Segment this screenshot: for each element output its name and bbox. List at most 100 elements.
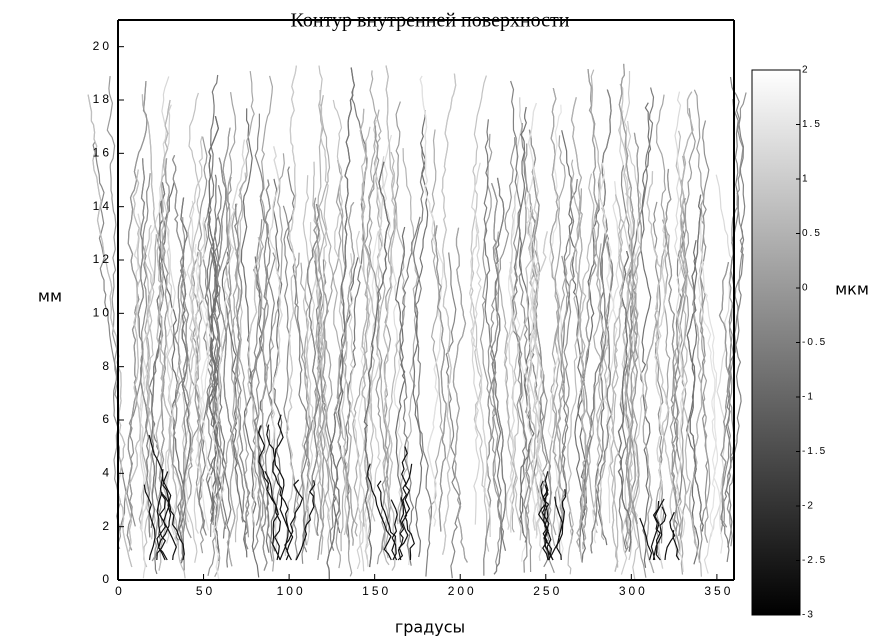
contour-line xyxy=(348,253,365,572)
contour-line xyxy=(284,479,304,561)
x-tick-label: 150 xyxy=(362,584,391,598)
contour-line xyxy=(92,141,127,531)
contour-line xyxy=(646,171,679,557)
contour-line xyxy=(428,129,444,524)
contour-line xyxy=(367,463,392,561)
colorbar-tick-label: 1 xyxy=(802,174,810,185)
contour-line xyxy=(547,104,564,559)
y-tick-label: 16 xyxy=(93,146,112,160)
contour-line xyxy=(363,161,390,568)
y-tick-label: 20 xyxy=(93,39,112,53)
colorbar-tick-label: -0.5 xyxy=(802,337,827,348)
contour-line xyxy=(434,225,447,532)
contour-line xyxy=(698,210,724,554)
contour-line xyxy=(483,183,500,576)
contour-line xyxy=(652,500,661,561)
contour-line xyxy=(390,499,398,561)
contour-line xyxy=(719,194,744,535)
contour-line xyxy=(295,480,316,561)
contour-line xyxy=(471,162,482,525)
contour-line xyxy=(554,496,564,561)
colorbar-tick-label: -1 xyxy=(802,392,815,403)
contour-line xyxy=(143,245,156,540)
contour-line xyxy=(179,264,190,571)
contour-line xyxy=(528,167,541,531)
contour-line xyxy=(335,185,353,577)
y-tick-label: 18 xyxy=(93,92,112,106)
contour-line xyxy=(193,220,206,534)
contour-line xyxy=(284,65,297,556)
colorbar-tick-label: 2 xyxy=(802,65,810,76)
contour-line xyxy=(376,480,398,561)
contour-line xyxy=(141,94,168,571)
contour-line xyxy=(452,227,468,563)
contour-line xyxy=(540,480,552,561)
contour-line xyxy=(356,156,385,570)
contour-line xyxy=(158,471,172,561)
contour-line xyxy=(208,252,222,562)
contour-line xyxy=(306,203,321,536)
contour-line xyxy=(541,471,550,561)
contour-line xyxy=(382,151,406,566)
x-tick-label: 250 xyxy=(533,584,562,598)
contour-line xyxy=(419,75,444,527)
contour-line xyxy=(268,146,283,551)
colorbar-tick-label: 0 xyxy=(802,283,810,294)
contour-line xyxy=(207,74,219,526)
y-tick-label: 4 xyxy=(102,466,112,480)
contour-line xyxy=(721,99,742,563)
contour-line xyxy=(594,233,608,546)
contour-line xyxy=(566,173,595,575)
contour-line xyxy=(618,83,640,581)
colorbar-label: мкм xyxy=(835,280,869,299)
contour-line xyxy=(322,159,344,522)
contour-line xyxy=(257,153,285,532)
x-tick-label: 200 xyxy=(448,584,477,598)
contour-line xyxy=(639,517,653,561)
contour-line xyxy=(590,69,606,534)
contour-line xyxy=(561,130,586,563)
contour-line xyxy=(703,174,733,574)
contour-line xyxy=(214,71,255,578)
colorbar-tick-label: -3 xyxy=(802,610,815,621)
contour-line xyxy=(652,506,667,561)
contour-line xyxy=(445,252,462,579)
contour-line xyxy=(395,226,406,543)
contour-line xyxy=(619,120,642,575)
x-tick-label: 300 xyxy=(619,584,648,598)
y-tick-label: 6 xyxy=(102,412,112,426)
contour-line xyxy=(524,102,538,539)
contour-line xyxy=(314,260,336,551)
contour-line xyxy=(181,135,203,563)
contour-line xyxy=(654,217,667,569)
contour-line xyxy=(528,129,552,530)
contour-line xyxy=(254,113,275,562)
contour-line xyxy=(247,236,262,528)
colorbar-tick-label: -2 xyxy=(802,501,815,512)
contour-line xyxy=(673,219,686,552)
contour-line xyxy=(590,234,613,554)
contour-line xyxy=(326,67,356,580)
x-tick-label: 50 xyxy=(196,584,215,598)
contour-line xyxy=(382,65,397,571)
y-axis-label: мм xyxy=(38,287,62,306)
contour-line xyxy=(257,425,282,561)
contour-line xyxy=(334,201,355,546)
contour-line xyxy=(686,194,704,532)
contour-line xyxy=(570,97,587,563)
contour-line xyxy=(184,136,208,539)
contour-line xyxy=(697,261,717,537)
contour-line xyxy=(718,261,731,528)
contour-line xyxy=(270,178,283,552)
contour-line xyxy=(177,92,201,579)
contour-line xyxy=(221,251,248,558)
y-tick-label: 12 xyxy=(93,252,112,266)
contour-line xyxy=(511,251,533,541)
contour-line xyxy=(577,182,601,526)
contour-line xyxy=(552,135,566,536)
contour-line xyxy=(313,197,329,560)
contour-line xyxy=(150,182,166,528)
contour-line xyxy=(148,434,177,561)
contour-line xyxy=(693,89,711,543)
